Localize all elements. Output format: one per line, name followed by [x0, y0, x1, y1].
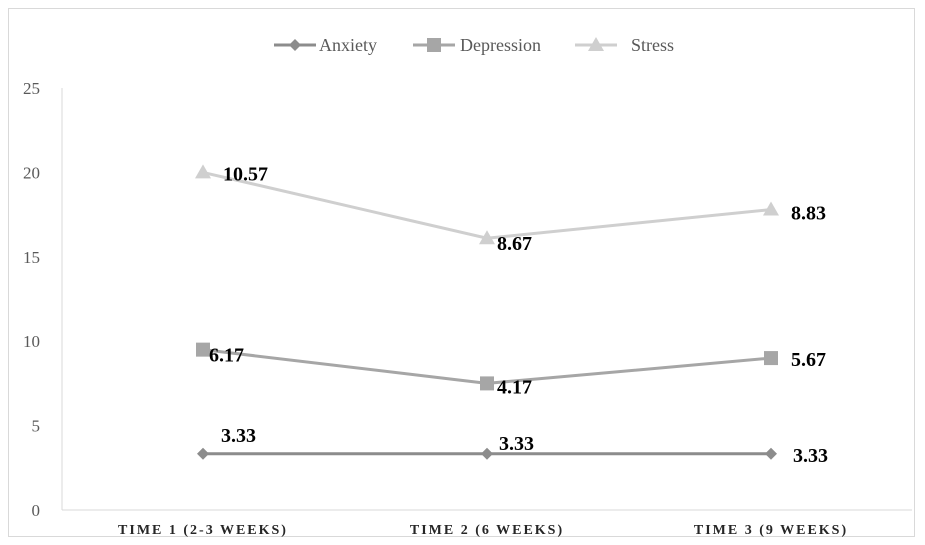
x-axis: TIME 1 (2-3 WEEKS) TIME 2 (6 WEEKS) TIME 3…: [62, 509, 912, 538]
chart-frame: [8, 8, 915, 537]
data-label: 3.33: [793, 445, 828, 467]
legend-item-depression: Depression: [413, 35, 541, 55]
legend-item-stress: Stress: [575, 35, 674, 55]
y-tick-label: 20: [23, 163, 40, 182]
data-label: 4.17: [497, 376, 532, 398]
diamond-icon: [289, 39, 301, 51]
legend-label: Depression: [460, 35, 541, 55]
y-axis: 0 5 10 15 20 25: [23, 79, 63, 520]
legend-item-anxiety: Anxiety: [274, 35, 377, 55]
series-point-depression: [764, 351, 778, 366]
series-point-stress: [195, 164, 211, 179]
data-label: 8.83: [791, 203, 826, 225]
series-point-depression: [196, 342, 210, 357]
triangle-icon: [588, 37, 604, 51]
x-tick-label: TIME 3 (9 WEEKS): [694, 523, 848, 538]
series-point-anxiety: [197, 447, 209, 460]
legend-label: Anxiety: [319, 35, 377, 55]
series-point-anxiety: [765, 447, 777, 460]
y-tick-label: 25: [23, 79, 40, 98]
y-tick-label: 0: [32, 501, 41, 520]
series-point-depression: [480, 376, 494, 391]
series-point-stress: [479, 230, 495, 245]
y-tick-label: 5: [32, 417, 41, 436]
data-label: 5.67: [791, 349, 826, 371]
y-tick-label: 10: [23, 332, 40, 351]
series-line-stress: [202, 170, 772, 240]
x-tick-label: TIME 1 (2-3 WEEKS): [118, 523, 288, 538]
data-label: 3.33: [499, 433, 534, 455]
square-icon: [427, 38, 441, 52]
data-label: 3.33: [221, 425, 256, 447]
series-point-anxiety: [481, 447, 493, 460]
data-label: 6.17: [209, 345, 244, 367]
y-tick-label: 15: [23, 248, 40, 267]
data-label: 10.57: [223, 163, 268, 185]
data-label: 8.67: [497, 233, 532, 255]
data-labels: 3.33 3.33 3.33 6.17 4.17 5.67 10.57 8.67 8.83: [209, 163, 828, 466]
series-point-stress: [763, 201, 779, 216]
legend-label: Stress: [631, 35, 674, 55]
x-tick-label: TIME 2 (6 WEEKS): [410, 523, 564, 538]
series-group: [195, 164, 779, 460]
legend: Anxiety Depression Stress: [274, 35, 674, 55]
